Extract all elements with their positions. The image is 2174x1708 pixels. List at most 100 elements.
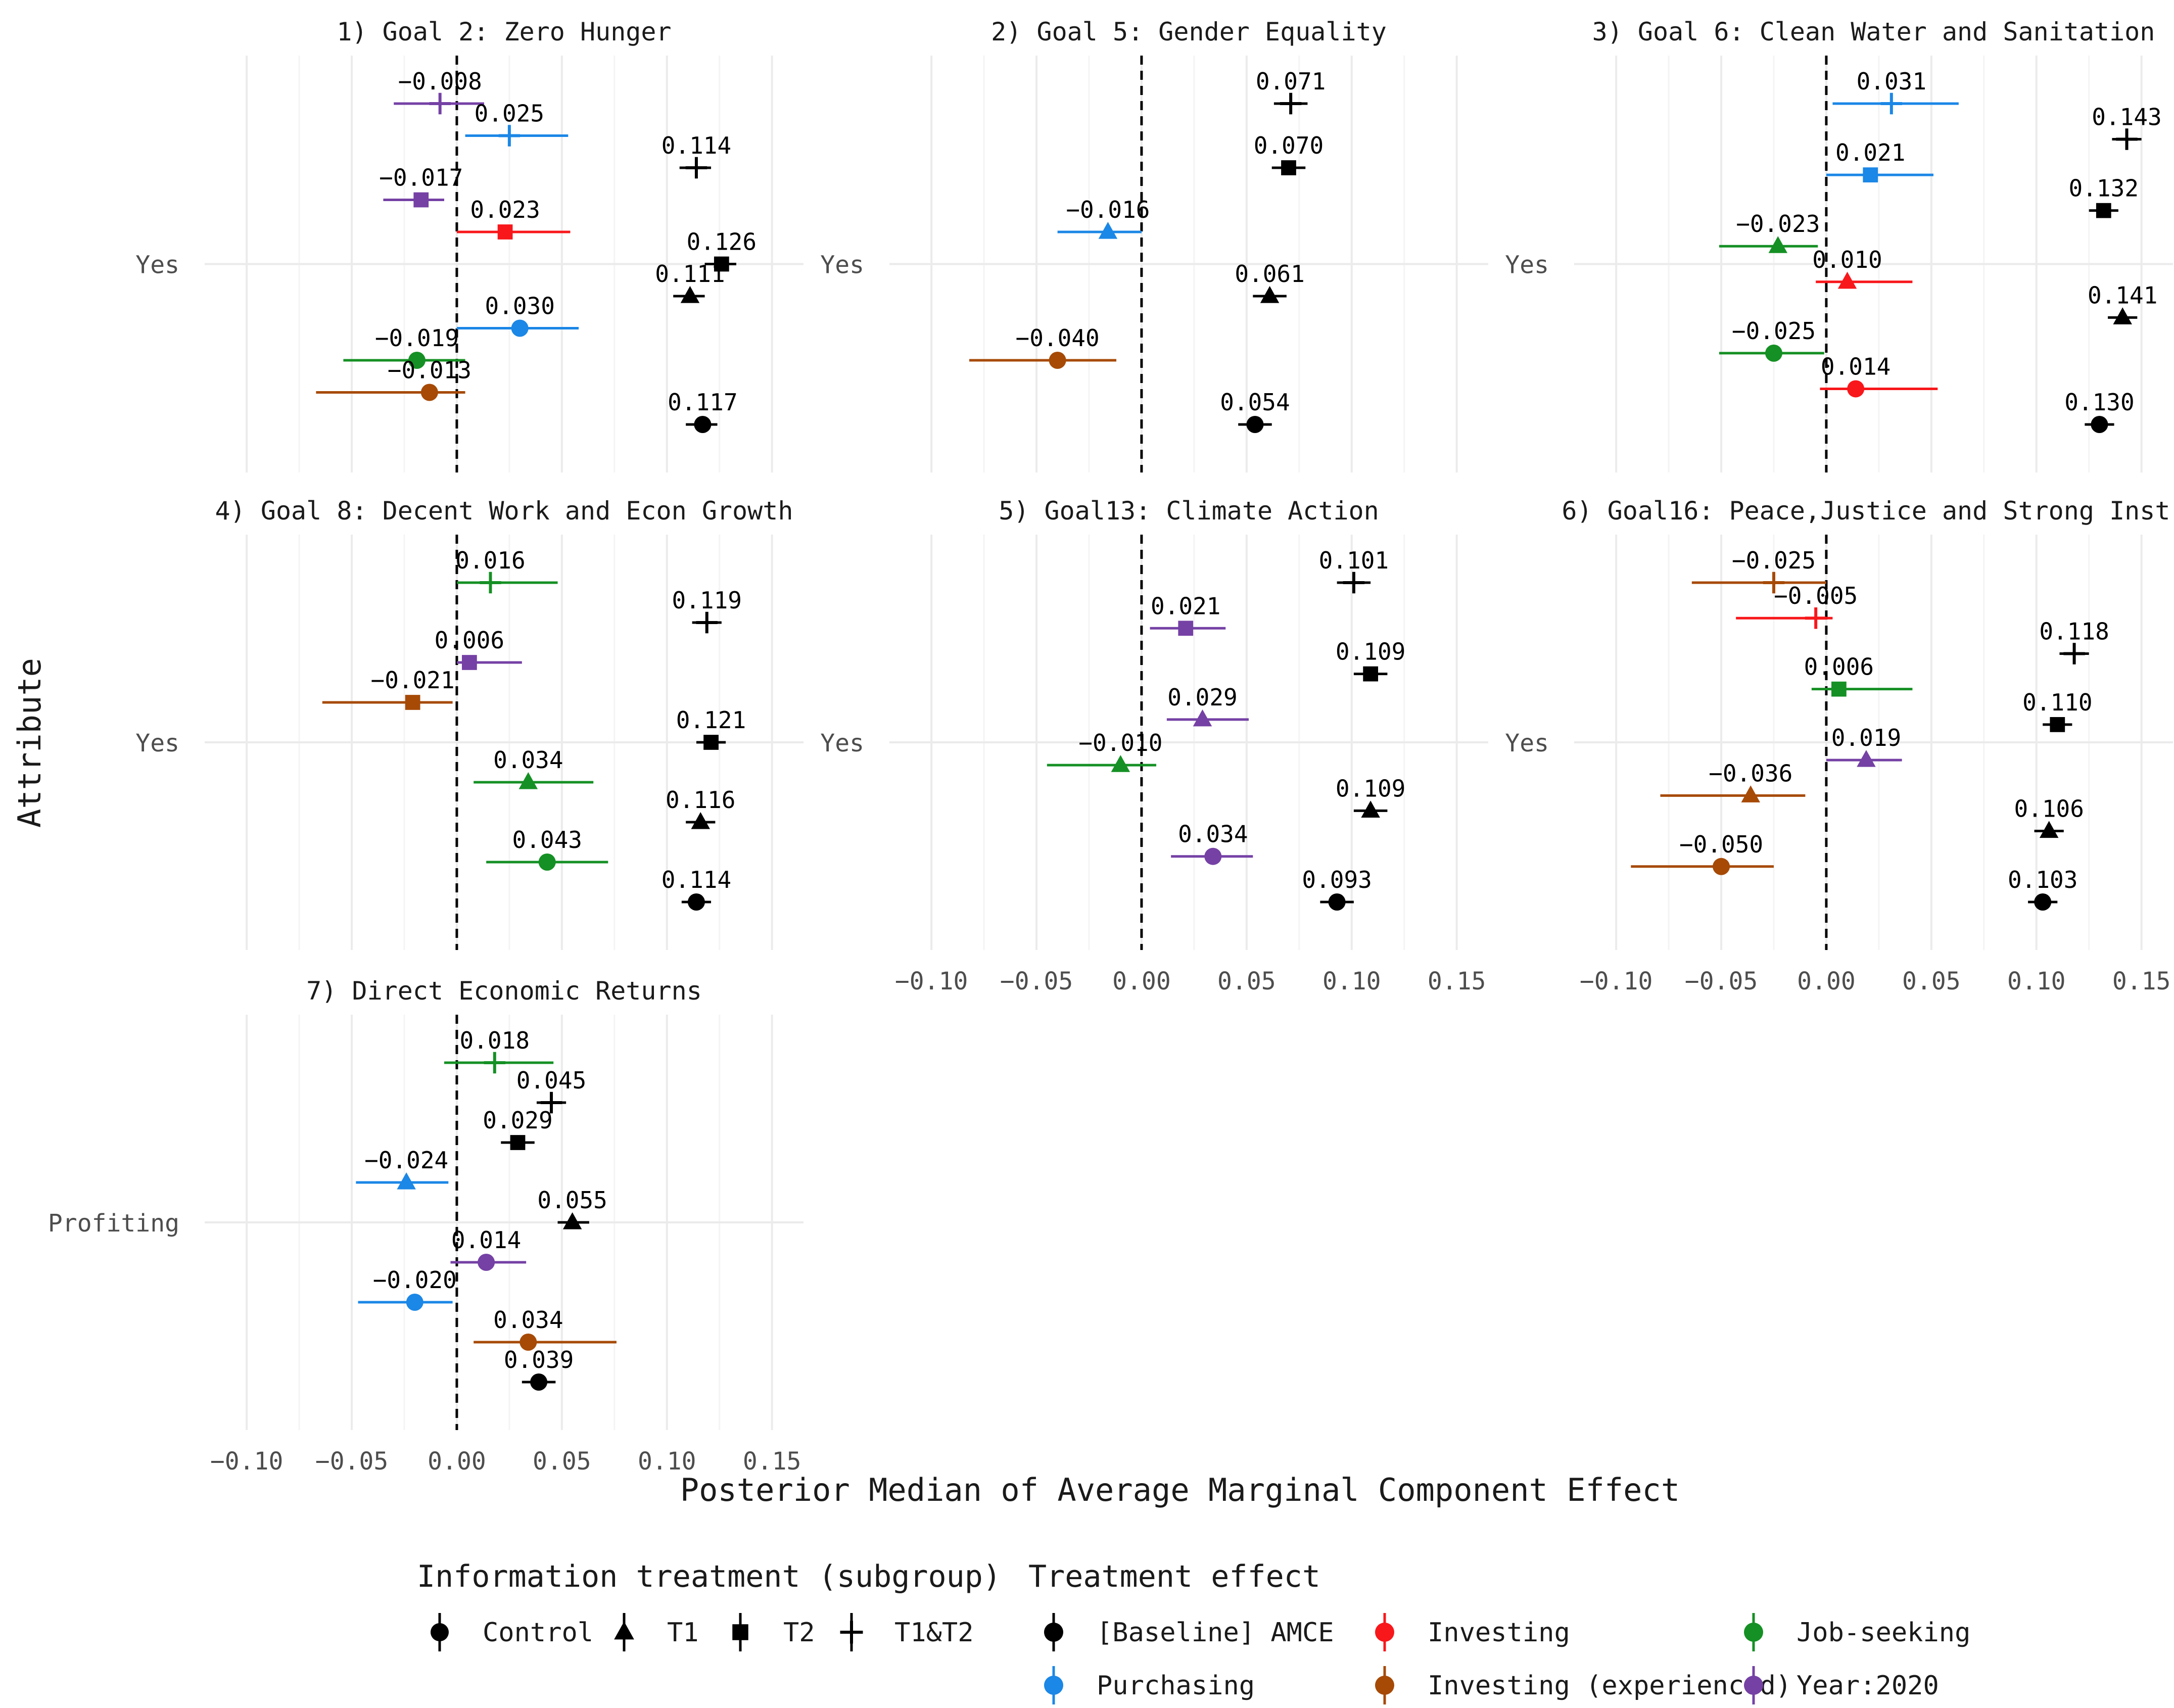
panel-6: 6) Goal16: Peace,Justice and Strong Inst… (1505, 496, 2174, 995)
value-label: 0.031 (1857, 68, 1926, 95)
point-circle (478, 1254, 495, 1271)
category-label: Yes (820, 251, 864, 279)
point-circle (1765, 344, 1782, 362)
point-plus (484, 1052, 506, 1074)
panel-2: 2) Goal 5: Gender Equality Yes 0.071 0.070 −… (820, 17, 1488, 472)
point-circle (519, 1334, 537, 1351)
point-triangle (1361, 800, 1380, 818)
value-label: 0.018 (460, 1027, 530, 1054)
panel-7: 7) Direct Economic Returns Profiting 0.018… (48, 976, 804, 1476)
point-circle (2034, 893, 2052, 911)
point-square (405, 695, 420, 710)
legend-color-label: Purchasing (1097, 1671, 1255, 1701)
point-circle (694, 416, 712, 433)
category-label: Yes (1505, 251, 1549, 279)
value-label: 0.016 (455, 547, 525, 574)
point-square (1178, 621, 1194, 636)
value-label: 0.117 (668, 389, 737, 416)
x-tick-label: 0.05 (1217, 967, 1276, 995)
y-axis-title: Attribute (11, 658, 48, 828)
legend-square-icon (732, 1624, 748, 1640)
value-label: 0.039 (504, 1346, 574, 1373)
point-circle (1204, 847, 1222, 865)
point-triangle (562, 1212, 582, 1229)
value-label: 0.029 (483, 1107, 552, 1134)
panel-title: 3) Goal 6: Clean Water and Sanitation (1592, 17, 2155, 46)
value-label: 0.045 (516, 1067, 586, 1094)
value-label: 0.021 (1835, 139, 1905, 166)
legend-shape-label: Control (483, 1618, 593, 1648)
point-square (1831, 681, 1847, 697)
value-label: 0.025 (475, 100, 544, 127)
point-triangle (1193, 709, 1212, 727)
value-label: 0.121 (676, 706, 746, 734)
point-circle (1328, 893, 1346, 911)
point-square (2096, 203, 2111, 218)
value-label: 0.114 (661, 866, 731, 893)
x-tick-label: 0.10 (1322, 967, 1381, 995)
value-label: 0.103 (2008, 866, 2077, 893)
panel-4: 4) Goal 8: Decent Work and Econ Growth Ye… (135, 496, 804, 950)
point-triangle (397, 1172, 416, 1190)
category-label: Yes (1505, 729, 1549, 757)
legend-jobseeking-icon (1744, 1623, 1763, 1642)
value-label: 0.106 (2014, 795, 2084, 823)
value-label: −0.020 (373, 1266, 457, 1294)
panel-title: 1) Goal 2: Zero Hunger (337, 17, 671, 46)
panel-3: 3) Goal 6: Clean Water and Sanitation Yes… (1505, 17, 2173, 472)
value-label: −0.008 (398, 68, 482, 95)
legend-triangle-icon (614, 1621, 634, 1640)
point-circle (1049, 352, 1066, 369)
value-label: −0.016 (1066, 196, 1150, 223)
value-label: 0.006 (1804, 653, 1874, 681)
point-circle (420, 384, 438, 401)
value-label: −0.024 (364, 1147, 448, 1174)
x-tick-label: 0.00 (1112, 967, 1171, 995)
x-tick-label: −0.05 (315, 1447, 389, 1476)
value-label: 0.043 (512, 826, 582, 853)
value-label: 0.109 (1336, 775, 1405, 802)
point-triangle (2113, 307, 2132, 324)
point-circle (2091, 416, 2108, 433)
panel-title: 4) Goal 8: Decent Work and Econ Growth (215, 496, 793, 526)
legend-shape-label: T2 (783, 1618, 815, 1648)
point-circle (1847, 380, 1865, 398)
point-circle (1713, 858, 1730, 875)
value-label: 0.111 (655, 260, 725, 288)
value-label: −0.025 (1732, 547, 1816, 574)
value-label: 0.021 (1151, 592, 1220, 620)
value-label: 0.126 (687, 228, 757, 256)
value-label: 0.101 (1319, 547, 1389, 574)
point-circle (1246, 416, 1264, 433)
value-label: −0.017 (379, 164, 463, 192)
point-plus (1343, 572, 1365, 594)
value-label: 0.119 (672, 587, 741, 614)
panel-title: 2) Goal 5: Gender Equality (991, 17, 1387, 46)
value-label: −0.021 (371, 667, 455, 694)
point-square (510, 1135, 526, 1150)
value-label: 0.070 (1254, 132, 1324, 159)
value-label: −0.013 (388, 357, 471, 384)
x-tick-label: −0.10 (210, 1447, 283, 1476)
point-circle (530, 1373, 548, 1391)
value-label: 0.006 (435, 627, 504, 654)
x-tick-label: −0.05 (1000, 967, 1073, 995)
value-label: 0.034 (493, 746, 563, 774)
point-circle (408, 352, 426, 369)
x-tick-label: 0.15 (1428, 967, 1486, 995)
x-tick-label: 0.10 (2007, 967, 2066, 995)
x-tick-label: 0.15 (2112, 967, 2171, 995)
point-triangle (1260, 286, 1280, 303)
value-label: 0.130 (2064, 389, 2134, 416)
point-plus (498, 125, 521, 147)
point-square (703, 735, 719, 750)
point-plus (429, 92, 451, 115)
point-square (413, 192, 429, 208)
panel-title: 6) Goal16: Peace,Justice and Strong Inst… (1562, 496, 2174, 526)
point-plus (685, 157, 707, 179)
legend-color-title: Treatment effect (1028, 1559, 1320, 1594)
value-label: 0.034 (1178, 821, 1248, 848)
legend-shape-label: T1 (667, 1618, 699, 1648)
point-plus (1880, 92, 1903, 115)
value-label: 0.141 (2088, 281, 2157, 309)
